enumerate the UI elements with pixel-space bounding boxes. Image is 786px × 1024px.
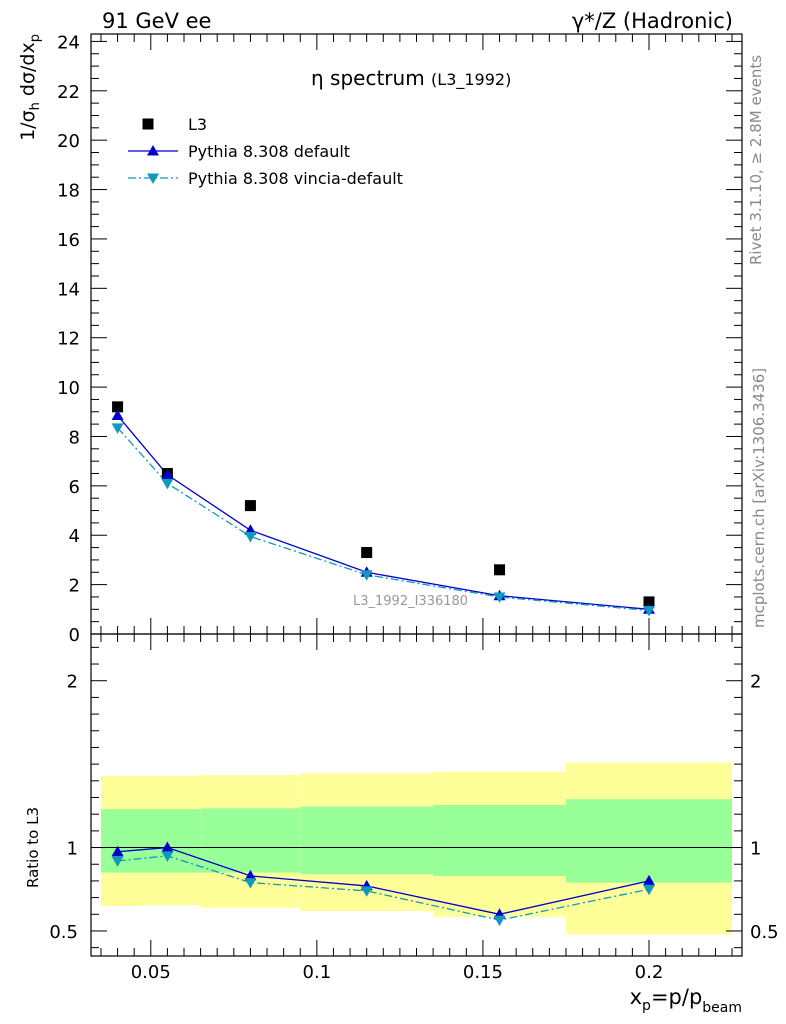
ratio-y-tick-label-right: 2	[750, 672, 761, 693]
legend-label: Pythia 8.308 vincia-default	[188, 169, 403, 188]
l3-data-point	[361, 547, 373, 559]
series-marker-2	[360, 570, 373, 581]
legend-label: Pythia 8.308 default	[188, 142, 350, 161]
series-marker-2	[244, 531, 257, 543]
y-tick-label: 14	[57, 279, 80, 300]
y-tick-label: 0	[69, 625, 80, 646]
series-line-2	[117, 427, 650, 612]
ratio-marker-1	[493, 915, 506, 927]
mcplots-label: mcplots.cern.ch [arXiv:1306.3436]	[750, 368, 768, 628]
ratio-marker-0	[161, 841, 174, 853]
axis-ticks	[91, 34, 742, 956]
y-tick-label: 18	[57, 181, 80, 202]
series-marker-1	[161, 468, 174, 480]
series-marker-2	[161, 478, 174, 490]
l3-data-point	[643, 596, 655, 608]
ratio-marker-0	[244, 869, 257, 881]
ratio-band-inner-3	[300, 806, 434, 875]
ratio-band-inner-2	[200, 808, 301, 873]
legend-label: L3	[188, 115, 207, 134]
header-right: γ*/Z (Hadronic)	[572, 9, 733, 33]
series-lines	[117, 415, 650, 921]
ratio-y-tick-label-right: 0.5	[750, 922, 779, 943]
x-axis-label: xp=p/pbeam	[630, 985, 742, 1016]
rivet-label: Rivet 3.1.10, ≥ 2.8M events	[747, 55, 765, 265]
y-tick-label: 22	[57, 82, 80, 103]
x-tick-label: 0.2	[635, 962, 664, 983]
ratio-ylabel: Ratio to L3	[24, 807, 42, 888]
ratio-marker-0	[111, 845, 124, 857]
legend-marker	[147, 145, 159, 156]
ratio-marker-1	[161, 851, 174, 862]
chart-title-note: (L3_1992)	[431, 70, 511, 90]
y-tick-label: 2	[69, 576, 80, 597]
y-tick-label: 6	[69, 477, 80, 498]
ratio-band-inner-1	[142, 809, 201, 873]
ratio-marker-1	[643, 884, 655, 896]
series-marker-1	[111, 409, 124, 420]
legend-marker	[147, 173, 159, 184]
y-tick-label: 20	[57, 131, 80, 152]
ratio-line-1	[117, 855, 650, 921]
chart-title: η spectrum (L3_1992)	[311, 66, 511, 90]
series-marker-2	[493, 592, 506, 603]
ratio-y-tick-label: 0.5	[49, 922, 78, 943]
l3-data-point	[112, 401, 124, 413]
ratio-line-0	[117, 846, 650, 915]
series-marker-2	[643, 606, 655, 617]
ratio-marker-1	[360, 886, 373, 897]
y-tick-label: 24	[57, 32, 80, 53]
y-tick-label: 12	[57, 329, 80, 350]
main-ylabel: 1/σh dσ/dxp	[17, 34, 43, 141]
series-marker-2	[111, 423, 124, 434]
header-left: 91 GeV ee	[102, 9, 211, 33]
analysis-label: L3_1992_I336180	[353, 594, 468, 609]
y-tick-label: 10	[57, 378, 80, 399]
chart-text: 91 GeV ee γ*/Z (Hadronic) Rivet 3.1.10, …	[17, 9, 779, 1016]
y-tick-label: 16	[57, 230, 80, 251]
ratio-marker-1	[111, 856, 124, 867]
x-tick-label: 0.15	[463, 962, 503, 983]
y-tick-label: 4	[69, 526, 80, 547]
ratio-y-tick-label: 1	[67, 839, 78, 860]
ratio-band-inner-4	[433, 805, 566, 876]
ratio-bands	[91, 762, 742, 935]
chart-title-main: η spectrum	[311, 66, 425, 90]
ratio-band-inner-5	[565, 799, 733, 883]
l3-data-point	[494, 564, 506, 576]
legend-marker	[142, 118, 154, 130]
ratio-y-tick-label-right: 1	[750, 839, 761, 860]
x-tick-label: 0.1	[303, 962, 332, 983]
x-tick-label: 0.05	[131, 962, 171, 983]
y-tick-label: 8	[69, 427, 80, 448]
ratio-y-tick-label: 2	[67, 672, 78, 693]
data-markers	[111, 118, 655, 927]
ratio-marker-0	[643, 874, 655, 886]
ratio-marker-1	[244, 878, 257, 889]
series-line-1	[117, 415, 650, 610]
ratio-band-inner-0	[100, 809, 143, 873]
l3-data-point	[244, 500, 256, 512]
